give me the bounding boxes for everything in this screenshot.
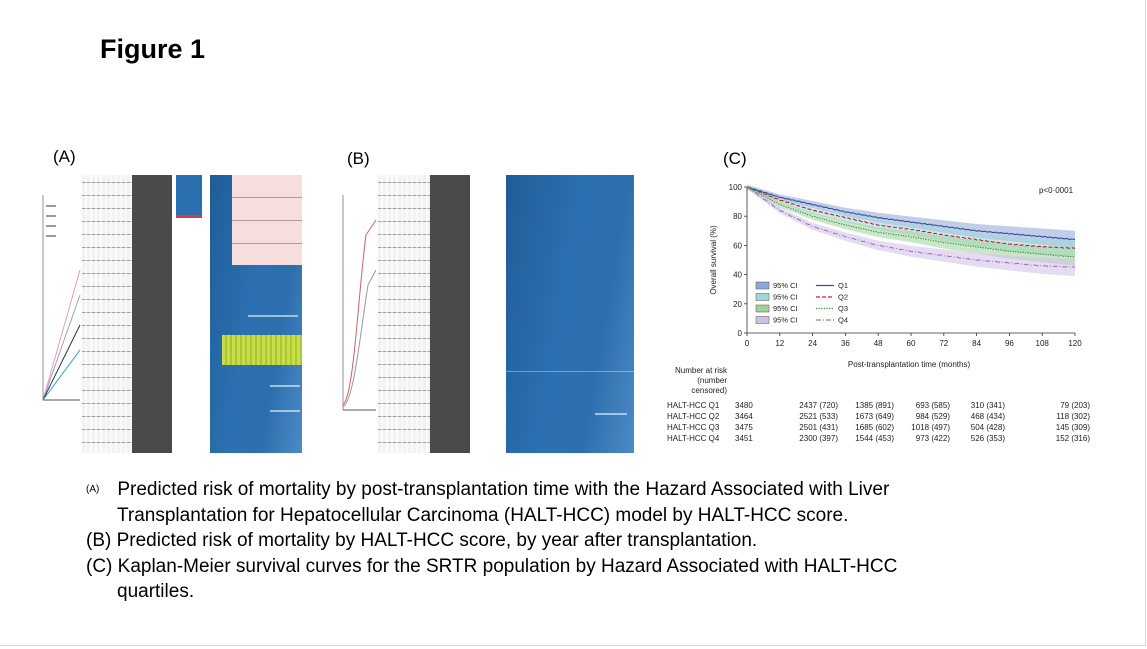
risk-cell: 984 (529) — [916, 412, 951, 421]
panel-b-text-column — [378, 175, 430, 453]
caption-a-text-1: Predicted risk of mortality by post-tran… — [117, 479, 890, 500]
panel-b-blue-slide — [506, 175, 634, 453]
series-line-q3 — [746, 186, 1076, 258]
y-tick-label: 0 — [738, 329, 743, 338]
risk-cell: 1673 (649) — [855, 412, 894, 421]
risk-table-header-2: (number — [697, 376, 727, 385]
x-tick-label: 108 — [1036, 339, 1050, 348]
legend-series-label: Q3 — [838, 304, 848, 313]
y-axis-label: Overall survival (%) — [709, 225, 718, 295]
caption-b-line: (B) Predicted risk of mortality by HALT-… — [86, 530, 758, 552]
risk-cell: 2521 (533) — [799, 412, 838, 421]
series-line-q1 — [746, 186, 1076, 241]
figure-title: Figure 1 — [100, 34, 206, 64]
risk-cell: 693 (585) — [916, 401, 951, 410]
risk-cell: 79 (203) — [1060, 401, 1090, 410]
risk-cell: 3480 — [735, 401, 753, 410]
panel-c-label: (C) — [723, 149, 747, 168]
risk-cell: 2300 (397) — [799, 434, 838, 443]
series-line-q2 — [746, 186, 1076, 249]
km-legend: 95% CI Q1 95% CI Q2 95% CI Q3 95% CI Q4 — [755, 281, 848, 325]
risk-row-label: HALT-HCC Q3 — [667, 423, 720, 432]
series-line-q4 — [746, 186, 1076, 268]
panel-b-label: (B) — [347, 149, 370, 168]
risk-cell: 1385 (891) — [855, 401, 894, 410]
panel-c-km-chart: 0 12 24 36 48 60 72 84 96 108 120 0 20 40 60 80 100 Ove… — [656, 175, 1096, 455]
risk-cell: 973 (422) — [916, 434, 951, 443]
x-axis-label: Post-transplantation time (months) — [848, 360, 971, 369]
risk-table-header-3: censored) — [691, 386, 727, 395]
risk-cell: 1685 (602) — [855, 423, 894, 432]
panel-a-text-column — [82, 175, 132, 453]
y-tick-label: 20 — [733, 300, 742, 309]
p-value-annotation: p<0·0001 — [1039, 186, 1074, 195]
legend-series-label: Q2 — [838, 293, 848, 302]
risk-cell: 3451 — [735, 434, 753, 443]
risk-row-label: HALT-HCC Q2 — [667, 412, 720, 421]
risk-cell: 3475 — [735, 423, 753, 432]
risk-table-header-1: Number at risk — [675, 366, 728, 375]
caption-a-line-1: (A) Predicted risk of mortality by post-t… — [86, 477, 1046, 503]
risk-cell: 118 (302) — [1056, 412, 1090, 421]
panel-a-dark-divider — [132, 175, 172, 453]
x-tick-label: 120 — [1068, 339, 1082, 348]
panel-a-image — [40, 175, 302, 453]
risk-cell: 468 (434) — [971, 412, 1006, 421]
legend-ci-label: 95% CI — [773, 281, 798, 290]
caption-a-line-2: Transplantation for Hepatocellular Carci… — [117, 504, 849, 526]
caption-c-line-2: quartiles. — [117, 581, 195, 603]
x-tick-label: 0 — [745, 339, 750, 348]
figure-caption: (A) Predicted risk of mortality by post-t… — [86, 477, 1046, 605]
legend-ci-swatch — [755, 316, 770, 324]
panel-b-image — [340, 175, 634, 453]
ci-band-q2 — [747, 184, 1075, 258]
x-tick-label: 72 — [939, 339, 948, 348]
y-tick-label: 80 — [733, 212, 742, 221]
risk-row-label: HALT-HCC Q1 — [667, 401, 720, 410]
y-tick-label: 40 — [733, 271, 742, 280]
x-tick-label: 48 — [874, 339, 883, 348]
panel-a-label: (A) — [53, 147, 76, 166]
x-tick-label: 12 — [775, 339, 784, 348]
caption-c-line-1: (C) Kaplan-Meier survival curves for the… — [86, 555, 898, 577]
panel-b-dark-divider — [430, 175, 470, 453]
risk-cell: 152 (316) — [1056, 434, 1091, 443]
panel-a-white-column — [172, 175, 210, 453]
risk-row-label: HALT-HCC Q4 — [667, 434, 720, 443]
risk-cell: 504 (428) — [971, 423, 1006, 432]
y-tick-label: 100 — [729, 183, 743, 192]
caption-a-marker: (A) — [86, 484, 100, 496]
legend-series-label: Q4 — [838, 316, 848, 325]
legend-ci-label: 95% CI — [773, 293, 798, 302]
risk-table: Number at risk (number censored) HALT-HC… — [667, 366, 1090, 443]
panel-b-mini-plot — [340, 175, 378, 453]
legend-ci-swatch — [755, 304, 770, 313]
risk-cell: 3464 — [735, 412, 753, 421]
risk-cell: 2501 (431) — [799, 423, 838, 432]
risk-cell: 310 (341) — [971, 401, 1006, 410]
risk-cell: 2437 (720) — [799, 401, 838, 410]
x-tick-label: 60 — [907, 339, 916, 348]
legend-ci-label: 95% CI — [773, 316, 798, 325]
x-tick-label: 96 — [1005, 339, 1014, 348]
ci-band-q3 — [747, 184, 1075, 266]
legend-ci-swatch — [755, 281, 770, 290]
ci-band-q4 — [747, 184, 1075, 277]
legend-ci-label: 95% CI — [773, 304, 798, 313]
risk-cell: 1018 (497) — [911, 423, 950, 432]
x-tick-label: 24 — [808, 339, 817, 348]
panel-a-mini-plot — [40, 175, 82, 453]
x-tick-label: 84 — [972, 339, 981, 348]
legend-ci-swatch — [755, 293, 770, 301]
legend-series-label: Q1 — [838, 281, 848, 290]
panel-b-white-column — [470, 175, 506, 453]
y-tick-label: 60 — [733, 241, 742, 250]
risk-cell: 1544 (453) — [855, 434, 894, 443]
risk-cell: 145 (309) — [1056, 423, 1091, 432]
x-tick-label: 36 — [841, 339, 850, 348]
risk-cell: 526 (353) — [971, 434, 1006, 443]
km-chart-svg: 0 12 24 36 48 60 72 84 96 108 120 0 20 40 60 80 100 Ove… — [667, 183, 1090, 443]
